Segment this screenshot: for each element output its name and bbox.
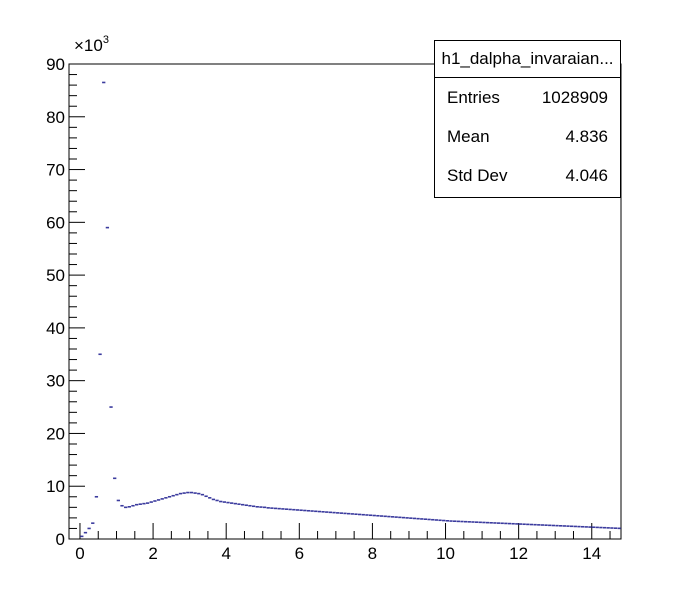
stats-title: h1_dalpha_invaraian... xyxy=(435,41,620,78)
x-tick-label: 8 xyxy=(368,544,377,563)
stats-entries-value: 1028909 xyxy=(541,88,608,107)
y-tick-label: 80 xyxy=(46,108,65,127)
y-tick-label: 40 xyxy=(46,319,65,338)
y-tick-label: 0 xyxy=(56,530,65,549)
stats-row-entries: Entries 1028909 xyxy=(435,78,620,117)
y-tick-label: 70 xyxy=(46,161,65,180)
y-tick-label: 30 xyxy=(46,372,65,391)
y-tick-label: 50 xyxy=(46,266,65,285)
x-tick-label: 10 xyxy=(436,544,455,563)
stats-stddev-label: Std Dev xyxy=(447,166,508,185)
x-tick-label: 4 xyxy=(221,544,230,563)
y-axis-multiplier: ×103 xyxy=(74,34,109,55)
y-tick-label: 60 xyxy=(46,213,65,232)
y-tick-label: 90 xyxy=(46,55,65,74)
y-tick-label: 20 xyxy=(46,424,65,443)
stats-row-mean: Mean 4.836 xyxy=(435,117,620,156)
plot-frame xyxy=(68,63,622,540)
statistics-box: h1_dalpha_invaraian... Entries 1028909 M… xyxy=(434,40,621,198)
x-tick-label: 14 xyxy=(582,544,601,563)
stats-row-stddev: Std Dev 4.046 xyxy=(435,156,620,195)
x-tick-label: 6 xyxy=(295,544,304,563)
x-tick-label: 12 xyxy=(509,544,528,563)
x-tick-label: 0 xyxy=(75,544,84,563)
y-tick-label: 10 xyxy=(46,477,65,496)
stats-entries-label: Entries xyxy=(447,88,500,107)
stats-mean-label: Mean xyxy=(447,127,490,146)
stats-stddev-value: 4.046 xyxy=(565,166,608,185)
stats-mean-value: 4.836 xyxy=(565,127,608,146)
x-tick-label: 2 xyxy=(148,544,157,563)
